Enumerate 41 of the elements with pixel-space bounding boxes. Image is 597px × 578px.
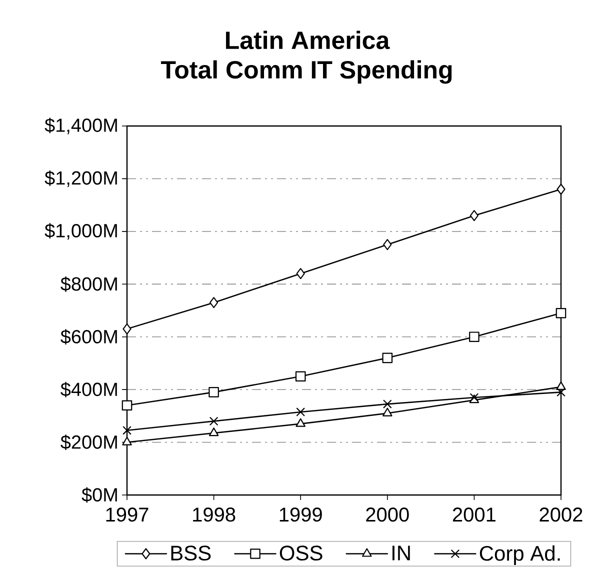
point [122,436,132,446]
y-tick-label: $0M [82,487,117,503]
legend-label: BSS [171,546,211,561]
point [470,210,478,222]
point [296,268,305,280]
chart-title: Latin America [226,30,390,50]
point [209,416,218,426]
point [210,297,218,308]
chart-subtitle: Total Comm IT Spending [161,60,452,84]
x-tick-label: 2001 [452,508,496,522]
point [295,371,306,382]
point [296,418,306,427]
y-tick-label: $800M [60,276,117,292]
y-tick-label: $1,400M [44,118,117,134]
point [382,400,392,408]
legend-label: OSS [280,546,322,561]
point [556,388,566,397]
y-tick-label: $1,200M [44,170,117,187]
point [556,308,566,318]
y-tick-label: $600M [60,329,117,345]
y-tick-label: $400M [60,382,117,398]
x-tick-label: 1999 [280,508,322,522]
point [122,426,132,435]
x-tick-label: 2002 [540,508,582,522]
point [382,408,392,416]
point [208,428,219,436]
point [382,352,393,364]
point [556,184,566,195]
point [383,239,392,250]
x-tick-label: 2000 [366,508,409,522]
point [208,387,219,398]
x-tick-label: 1997 [106,508,148,522]
x-tick-label: 1998 [193,508,236,522]
point [469,332,480,342]
point [296,408,306,416]
legend-label: Corp Ad. [480,545,560,565]
y-tick-label: $200M [60,434,117,450]
y-tick-label: $1,000M [44,223,117,240]
legend-label: IN [392,546,410,560]
point [122,400,132,411]
point [122,323,132,334]
